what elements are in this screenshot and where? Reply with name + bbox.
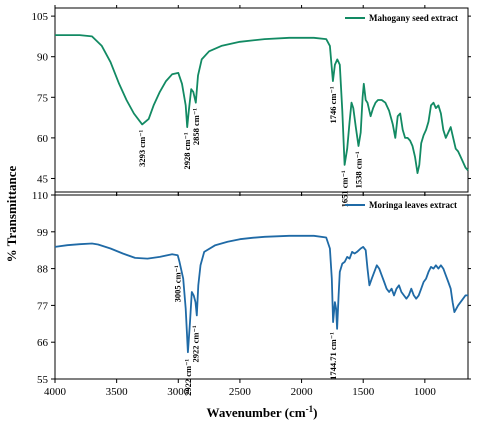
y-tick-label: 55: [37, 374, 49, 386]
x-tick-label: 2500: [229, 386, 252, 398]
y-tick-label: 45: [37, 173, 49, 185]
series-line-1: [55, 34, 469, 174]
peak-annotation: 2922 cm⁻¹: [183, 358, 193, 395]
y-axis-label: % Transmittance: [4, 165, 19, 262]
y-tick-label: 99: [37, 227, 49, 239]
panel-1: 105 90 75 60 45 Mahogany seed extract 3293 cm⁻…: [32, 5, 471, 207]
x-tick-label: 1000: [414, 386, 437, 398]
peak-annotation: 2928 cm⁻¹: [182, 132, 192, 169]
y-tick-label: 105: [32, 11, 49, 23]
y-tick-label: 90: [37, 52, 49, 64]
peak-annotation: 1651 cm⁻¹: [340, 170, 350, 207]
y-tick-label: 66: [37, 337, 49, 349]
peak-annotation: 3005 cm⁻¹: [173, 265, 183, 302]
y-tick-label: 88: [37, 264, 49, 276]
y-tick-label: 110: [32, 190, 49, 202]
peak-annotation: 2922 cm⁻¹: [190, 325, 200, 362]
x-axis-label-superscript: -1: [306, 404, 314, 414]
peak-annotation: 1538 cm⁻¹: [354, 151, 364, 188]
peak-annotation: 3293 cm⁻¹: [137, 129, 147, 166]
y-tick-label: 77: [37, 300, 49, 312]
x-axis-label: Wavenumber (cm-1): [207, 404, 318, 420]
plot-frame: [54, 7, 469, 193]
legend-label: Mahogany seed extract: [369, 13, 458, 23]
x-tick-label: 3000: [167, 386, 190, 398]
legend-label: Moringa leaves extract: [369, 200, 457, 210]
x-tick-label: 2000: [291, 386, 314, 398]
peak-annotation: 1746 cm⁻¹: [328, 86, 338, 123]
y-tick-label: 60: [37, 133, 49, 145]
x-tick-label: 1500: [352, 386, 375, 398]
x-tick-label: 4000: [44, 386, 67, 398]
peak-annotation: 2858 cm⁻¹: [191, 108, 201, 145]
y-tick-label: 75: [37, 92, 49, 104]
x-tick-label: 3500: [106, 386, 129, 398]
plot-frame: [54, 194, 469, 380]
series-line-2: [54, 234, 468, 354]
peak-annotation: 1744.71 cm⁻¹: [328, 332, 338, 380]
